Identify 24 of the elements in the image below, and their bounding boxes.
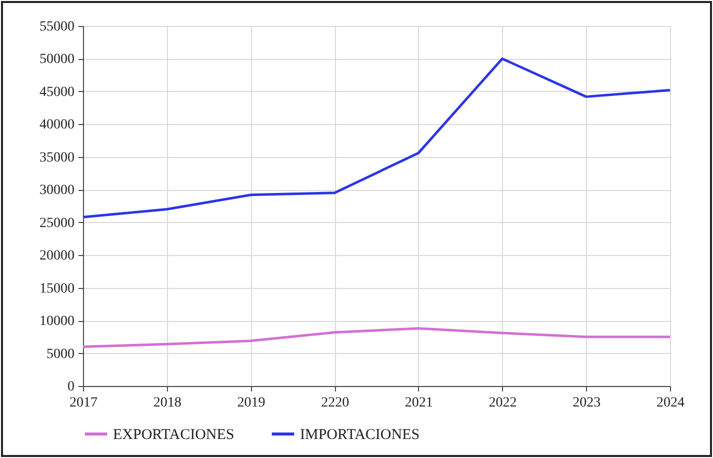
y-tick-label: 5000 (46, 346, 74, 362)
line-series (82, 327, 672, 348)
y-tick-label: 20000 (40, 248, 74, 264)
y-tick-label: 15000 (40, 281, 74, 296)
x-tick-label: 2024 (656, 396, 684, 410)
line-series (82, 57, 672, 218)
y-tick-label: 35000 (40, 150, 74, 166)
x-tick-label: 2017 (70, 396, 98, 410)
x-tick-label: 2023 (572, 396, 601, 410)
legend-label: EXPORTACIONES (113, 427, 234, 443)
y-tick-label: 0 (68, 380, 74, 394)
x-tick-label: 2022 (488, 396, 517, 410)
x-tick-label: 2019 (237, 396, 266, 410)
x-tick-label: 2018 (153, 396, 182, 410)
y-tick-label: 50000 (40, 52, 74, 68)
x-tick-label: 2220 (321, 396, 350, 410)
y-tick-label: 40000 (40, 118, 74, 133)
y-tick-label: 25000 (40, 216, 74, 231)
y-tick-label: 45000 (40, 84, 74, 100)
y-tick-label: 30000 (40, 183, 74, 198)
legend-label: IMPORTACIONES (300, 427, 420, 443)
y-tick-label: 10000 (40, 314, 74, 330)
x-tick-label: 2021 (404, 396, 433, 410)
y-tick-label: 55000 (40, 20, 74, 34)
